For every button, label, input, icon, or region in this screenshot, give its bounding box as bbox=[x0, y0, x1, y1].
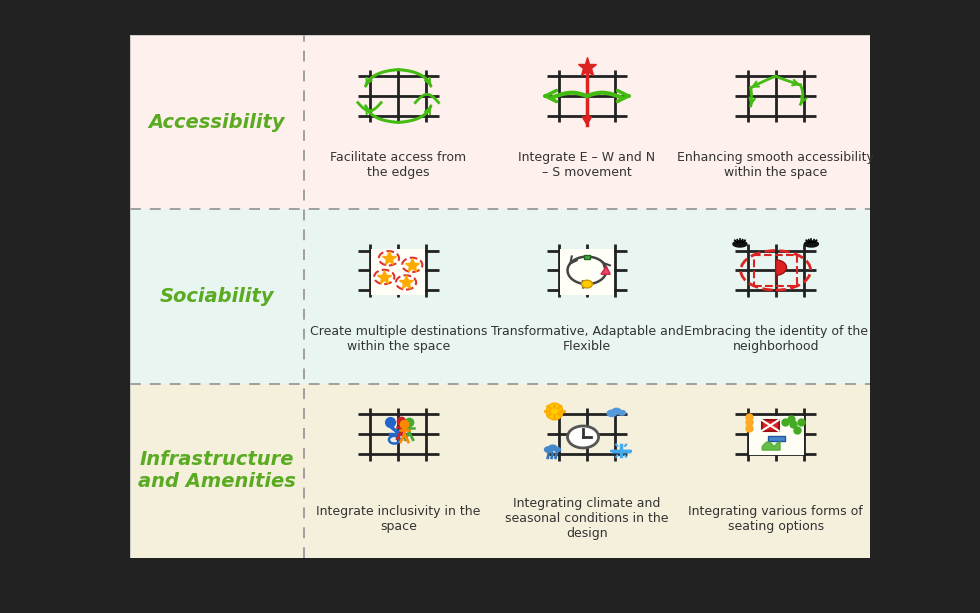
Text: Integrate E – W and N
– S movement: Integrate E – W and N – S movement bbox=[518, 151, 656, 179]
Bar bbox=[130, 209, 870, 384]
Text: Integrating various forms of
seating options: Integrating various forms of seating opt… bbox=[688, 504, 863, 533]
Circle shape bbox=[607, 409, 617, 417]
Text: Transformative, Adaptable and
Flexible: Transformative, Adaptable and Flexible bbox=[491, 326, 683, 353]
Circle shape bbox=[548, 444, 558, 451]
Text: Facilitate access from
the edges: Facilitate access from the edges bbox=[330, 151, 466, 179]
Bar bbox=[130, 384, 870, 558]
Text: Enhancing smooth accessibility
within the space: Enhancing smooth accessibility within th… bbox=[677, 151, 874, 179]
Bar bbox=[750, 416, 804, 455]
Polygon shape bbox=[601, 267, 611, 274]
Polygon shape bbox=[805, 241, 818, 247]
Text: Embracing the identity of the
neighborhood: Embracing the identity of the neighborho… bbox=[684, 326, 867, 353]
Bar bbox=[768, 436, 785, 441]
Bar bbox=[584, 255, 590, 259]
Circle shape bbox=[581, 280, 592, 288]
Bar bbox=[761, 420, 779, 431]
Polygon shape bbox=[582, 117, 592, 124]
Circle shape bbox=[554, 447, 562, 452]
Text: Accessibility: Accessibility bbox=[149, 113, 285, 132]
Polygon shape bbox=[733, 241, 747, 247]
Bar bbox=[371, 249, 425, 294]
Circle shape bbox=[544, 446, 554, 453]
Text: Infrastructure
and Amenities: Infrastructure and Amenities bbox=[138, 451, 296, 492]
Circle shape bbox=[617, 409, 626, 416]
Text: Create multiple destinations
within the space: Create multiple destinations within the … bbox=[310, 326, 487, 353]
Circle shape bbox=[612, 408, 621, 415]
Bar bbox=[560, 249, 614, 294]
Bar bbox=[130, 35, 870, 209]
Text: Sociability: Sociability bbox=[160, 287, 274, 306]
Bar bbox=[754, 255, 798, 286]
Text: Integrating climate and
seasonal conditions in the
design: Integrating climate and seasonal conditi… bbox=[506, 497, 668, 540]
Circle shape bbox=[567, 426, 599, 448]
Text: Integrate inclusivity in the
space: Integrate inclusivity in the space bbox=[317, 504, 480, 533]
Polygon shape bbox=[775, 260, 787, 283]
